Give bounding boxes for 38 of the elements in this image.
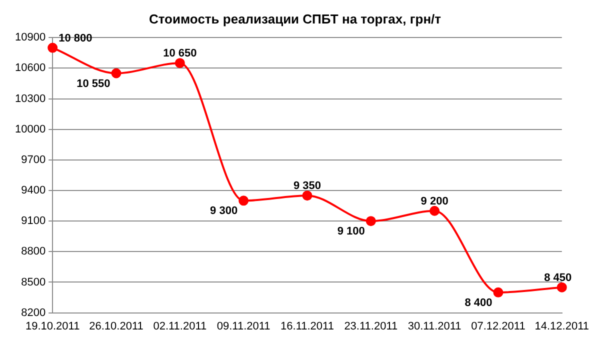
y-tick-label: 8200 (21, 306, 46, 319)
point (238, 196, 249, 206)
x-tick-label: 19.10.2011 (25, 320, 80, 332)
point (48, 42, 58, 53)
point (111, 68, 122, 78)
x-tick-label: 14.12.2011 (534, 320, 590, 332)
x-tick-label: 30.11.2011 (408, 320, 462, 332)
y-tick-label: 10000 (14, 123, 46, 136)
data-label: 9 350 (293, 180, 321, 192)
data-label: 9 300 (210, 205, 238, 218)
x-tick-label: 26.10.2011 (89, 320, 144, 332)
data-label: 10 550 (76, 78, 110, 90)
x-tick-label: 07.12.2011 (471, 320, 526, 332)
y-tick-label: 9400 (21, 184, 46, 197)
point (556, 282, 567, 292)
data-label: 9 100 (337, 226, 365, 238)
point (430, 206, 440, 216)
x-tick-label: 09.11.2011 (216, 320, 270, 332)
y-tick-label: 9700 (21, 154, 46, 166)
y-tick-label: 10600 (14, 62, 46, 74)
point (493, 287, 504, 298)
x-tick-label: 23.11.2011 (344, 320, 398, 332)
data-label: 10 650 (163, 48, 197, 60)
y-tick-label: 8800 (21, 246, 46, 258)
x-tick-label: 16.11.2011 (280, 320, 334, 332)
x-tick-label: 02.11.2011 (153, 320, 207, 332)
y-tick-label: 8500 (21, 276, 46, 288)
y-tick-label: 10900 (14, 32, 46, 44)
point (174, 58, 185, 68)
chart-title: Стоимость реализации СПБТ на торгах, грн/т (148, 11, 442, 26)
point (302, 190, 312, 201)
data-label: 10 800 (58, 32, 92, 44)
y-tick-label: 10300 (14, 92, 46, 105)
data-label: 8 400 (464, 296, 492, 309)
data-label: 9 200 (420, 195, 448, 208)
point (366, 216, 376, 226)
data-label: 8 450 (544, 272, 572, 284)
y-tick-label: 9100 (21, 215, 46, 228)
